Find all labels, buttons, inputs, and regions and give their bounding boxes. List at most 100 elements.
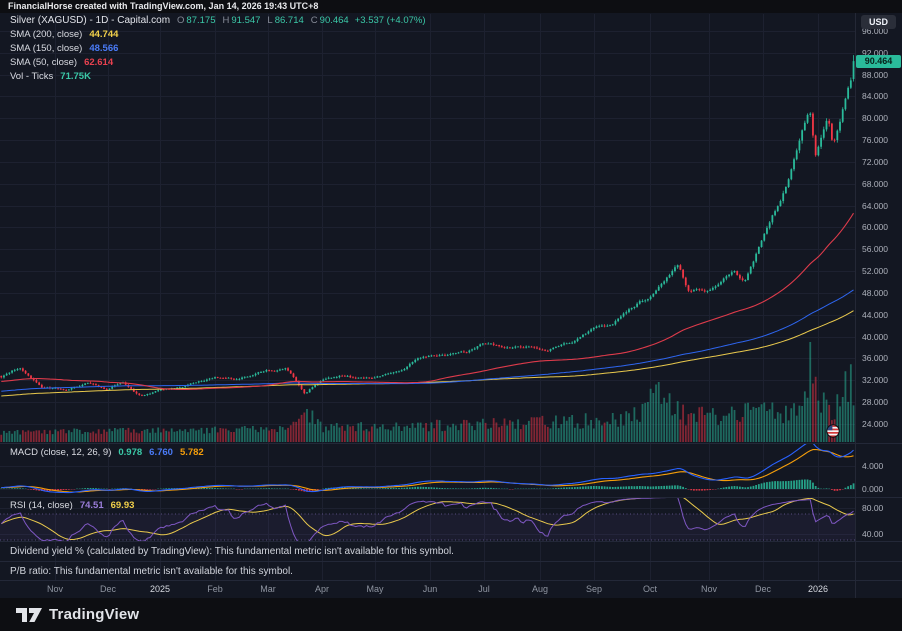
ohlc-key: O xyxy=(177,15,185,26)
ohlc-values: O 87.175 H 91.547 L 86.714 C 90.464 xyxy=(170,15,349,26)
tradingview-brand[interactable]: TradingView xyxy=(49,606,140,623)
axis-tick-label: 68.000 xyxy=(862,178,888,189)
indicator-value: 44.744 xyxy=(89,29,119,40)
ohlc-key: L xyxy=(267,15,273,26)
indicator-legend-row[interactable]: SMA (50, close) 62.614 xyxy=(10,57,113,68)
axis-tick-label: 28.000 xyxy=(862,397,888,408)
ohlc-value: 91.547 xyxy=(231,15,261,26)
time-axis-label: May xyxy=(366,584,384,594)
pane-indicator-value: 69.93 xyxy=(110,500,135,511)
ohlc-key: H xyxy=(222,15,230,26)
pane-separator[interactable] xyxy=(0,561,902,562)
indicator-label: SMA (50, close) xyxy=(10,57,78,68)
axis-tick-label: 84.000 xyxy=(862,91,888,102)
time-axis-label: Jun xyxy=(422,584,438,594)
pane-separator xyxy=(0,580,902,581)
pane-separator[interactable] xyxy=(0,443,902,444)
pb-ratio-notice[interactable]: P/B ratio: This fundamental metric isn't… xyxy=(10,566,293,577)
axis-tick-label: 80.00 xyxy=(862,502,884,513)
rsi-legend[interactable]: RSI (14, close) 74.51 69.93 xyxy=(10,500,134,511)
rsi-band xyxy=(0,513,855,541)
macd-legend-label[interactable]: MACD (close, 12, 26, 9) xyxy=(10,447,112,458)
axis-tick-label: 32.000 xyxy=(862,375,888,386)
axis-tick-label: 80.000 xyxy=(862,113,888,124)
time-axis-label: Oct xyxy=(642,584,658,594)
time-axis-label: Apr xyxy=(314,584,330,594)
axis-tick-label: 92.000 xyxy=(862,47,888,58)
candlesticks xyxy=(0,55,855,397)
axis-tick-label: 40.000 xyxy=(862,331,888,342)
indicator-label: Vol - Ticks xyxy=(10,71,54,82)
pane-indicator-value: 0.978 xyxy=(118,447,143,458)
axis-tick-label: 44.000 xyxy=(862,309,888,320)
pane-indicator-value: 6.760 xyxy=(149,447,173,458)
us-flag-icon[interactable] xyxy=(826,424,840,438)
axis-tick-label: 64.000 xyxy=(862,200,888,211)
time-axis-label: Nov xyxy=(46,584,64,594)
time-axis-label: Sep xyxy=(585,584,603,594)
change-value: +3.537 (+4.07%) xyxy=(354,15,426,26)
time-axis-label: Nov xyxy=(700,584,718,594)
time-axis-label: Feb xyxy=(207,584,223,594)
footer-bar: TradingView xyxy=(0,598,902,631)
pane-separator[interactable] xyxy=(0,497,902,498)
sma-150-line xyxy=(1,289,854,392)
axis-tick-label: 72.000 xyxy=(862,156,888,167)
indicator-value: 48.566 xyxy=(89,43,119,54)
indicator-label: SMA (150, close) xyxy=(10,43,83,54)
axis-tick-label: 0.000 xyxy=(862,484,884,494)
pane-indicator-value: 5.782 xyxy=(179,447,204,458)
ohlc-key: C xyxy=(310,15,318,26)
macd-line xyxy=(1,444,854,494)
time-axis-label: Dec xyxy=(99,584,117,594)
rsi-ma-line xyxy=(1,497,854,541)
axis-tick-label: 88.000 xyxy=(862,69,888,80)
time-axis-label: Mar xyxy=(260,584,276,594)
sma-50-line xyxy=(1,212,854,390)
indicator-value: 62.614 xyxy=(84,57,114,68)
grid-lines xyxy=(0,14,855,580)
axis-tick-label: 56.000 xyxy=(862,244,888,255)
indicator-legend-row[interactable]: Vol - Ticks 71.75K xyxy=(10,71,91,82)
last-price-tag: 90.464 xyxy=(856,55,901,68)
ohlc-value: 86.714 xyxy=(274,15,304,26)
indicator-label: SMA (200, close) xyxy=(10,29,83,40)
indicator-legend-row[interactable]: SMA (200, close) 44.744 xyxy=(10,29,118,40)
axis-tick-label: 76.000 xyxy=(862,135,888,146)
time-axis-label: 2025 xyxy=(149,584,171,594)
rsi-line xyxy=(0,497,854,541)
axis-tick-label: 36.000 xyxy=(862,353,888,364)
axis-tick-label: 52.000 xyxy=(862,266,888,277)
axis-tick-label: 60.000 xyxy=(862,222,888,233)
rsi-legend-label[interactable]: RSI (14, close) xyxy=(10,500,73,511)
price-scale[interactable]: 96.000 92.000 88.000 84.000 80.000 76.000 72.0… xyxy=(855,13,902,598)
time-axis-label: Dec xyxy=(754,584,772,594)
axis-tick-label: 48.000 xyxy=(862,287,888,298)
time-axis-label: Aug xyxy=(531,584,549,594)
axis-tick-label: 96.000 xyxy=(862,25,888,36)
axis-tick-label: 24.000 xyxy=(862,419,888,429)
attribution-text: FinancialHorse created with TradingView.… xyxy=(8,1,319,11)
tradingview-logo-icon[interactable] xyxy=(16,605,42,625)
currency-button[interactable]: USD xyxy=(861,15,896,29)
attribution-bar: FinancialHorse created with TradingView.… xyxy=(0,0,902,13)
pane-indicator-value: 74.51 xyxy=(79,500,104,511)
time-axis-label: 2026 xyxy=(807,584,829,594)
time-scale[interactable]: Nov Dec 2025 Feb Mar Apr May Jun Jul Aug Sep Oct Nov… xyxy=(0,581,855,598)
volume-bars xyxy=(0,342,855,442)
sma-200-line xyxy=(1,310,854,397)
symbol-legend[interactable]: Silver (XAGUSD) - 1D - Capital.com O 87.17… xyxy=(10,15,426,26)
ohlc-value: 87.175 xyxy=(186,15,216,26)
axis-tick-label: 40.00 xyxy=(862,528,884,539)
ohlc-value: 90.464 xyxy=(319,15,349,26)
symbol-title[interactable]: Silver (XAGUSD) - 1D - Capital.com xyxy=(10,15,171,26)
macd-signal-line xyxy=(1,448,854,493)
macd-legend[interactable]: MACD (close, 12, 26, 9) 0.978 6.760 5.782 xyxy=(10,447,204,458)
axis-tick-label: 4.000 xyxy=(862,461,884,471)
indicator-legend-row[interactable]: SMA (150, close) 48.566 xyxy=(10,43,118,54)
dividend-yield-notice[interactable]: Dividend yield % (calculated by TradingV… xyxy=(10,546,454,557)
pane-separator[interactable] xyxy=(0,541,902,542)
macd-histogram xyxy=(0,479,855,492)
